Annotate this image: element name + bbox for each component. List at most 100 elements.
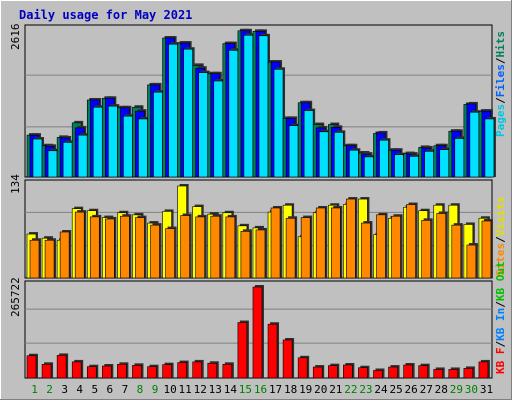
panel-2-bar-kb-f-day-14 [222,364,233,379]
panel-2-bar-kb-f-day-24 [373,370,383,379]
panel-1-bar-sites-day-12 [195,216,206,279]
panel-1-bar-sites-day-16 [255,229,266,279]
day-label-15: 15 [239,383,252,396]
panel-1-bar-sites-day-10 [165,228,175,279]
day-label-5: 5 [91,383,98,396]
panel-0-ymax-label: 2616 [9,24,22,51]
panel-2-bar-kb-f-day-7 [117,364,127,379]
day-label-27: 27 [420,383,433,396]
panel-2-bar-kb-f-day-23 [358,367,368,379]
legend-kb-in: KB In [494,308,507,341]
panel-0-bar-pages-day-23 [364,156,374,178]
panel-1-bar-sites-day-18 [285,217,296,279]
panel-2-bar-kb-f-day-25 [388,366,398,379]
day-label-1: 1 [31,383,38,396]
day-label-20: 20 [314,383,327,396]
panel-0-bar-pages-day-19 [303,110,314,178]
day-label-10: 10 [163,383,176,396]
legend-separator: / [494,57,507,64]
day-label-8: 8 [137,383,144,396]
panel-1-bar-sites-day-6 [105,218,115,279]
panel-0-bar-pages-day-11 [183,48,193,178]
panel-1-bar-sites-day-30 [466,244,477,279]
panel-2-bar-kb-f-day-4 [71,361,82,379]
day-label-12: 12 [194,383,207,396]
panel-2-bar-kb-f-day-8 [132,365,142,379]
panel-1-bar-sites-day-29 [451,224,462,279]
panel-0-bar-pages-day-26 [409,156,419,178]
chart-title: Daily usage for May 2021 [19,8,192,22]
panel-1-bar-sites-day-14 [225,216,236,279]
day-label-9: 9 [152,383,159,396]
panel-1-bar-sites-day-9 [150,224,160,279]
panel-1-bar-sites-day-19 [300,217,311,279]
day-label-24: 24 [374,383,388,396]
legend-separator: / [494,236,507,243]
panel-1-bar-sites-day-31 [481,220,492,279]
day-label-18: 18 [284,383,297,396]
panel-2-bar-kb-f-day-20 [312,366,323,379]
panel-1-ymax-label: 134 [9,174,22,194]
panel-1-bar-sites-day-28 [436,213,447,279]
day-label-23: 23 [359,383,372,396]
legend-separator: / [494,301,507,308]
panel-0-bar-pages-day-25 [394,154,404,178]
legend-hits: Hits [494,31,507,58]
panel-2-bar-kb-f-day-16 [252,286,263,379]
panel-2-bar-kb-f-day-2 [41,364,52,379]
panel-2-bar-kb-f-day-10 [162,364,172,379]
legend-separator: / [494,341,507,348]
day-label-4: 4 [76,383,83,396]
panel-1-bar-sites-day-1 [29,239,40,279]
svg-text:KB F/KB In/KB Out: KB F/KB In/KB Out [494,261,507,374]
panel-1-bar-sites-day-13 [210,215,221,279]
day-label-19: 19 [299,383,312,396]
day-label-30: 30 [465,383,478,396]
panel-0-bar-pages-day-6 [108,105,118,178]
panel-0-bar-pages-day-13 [213,80,224,178]
panel-0-bar-pages-day-10 [168,43,178,178]
panel-0-bar-pages-day-4 [77,134,88,178]
panel-1-bar-sites-day-8 [135,217,145,279]
day-label-28: 28 [435,383,448,396]
day-label-16: 16 [254,383,267,396]
panel-2-bar-kb-f-day-21 [327,365,338,379]
legend-pages: Pages [494,104,507,137]
panel-2-bar-kb-f-day-29 [448,369,459,379]
kbytes-panel [24,280,493,379]
panel-1-bar-sites-day-25 [391,215,401,279]
day-label-25: 25 [389,383,402,396]
panel-2-ymax-label: 265722 [9,277,22,317]
panel-0-bar-pages-day-1 [32,138,43,178]
panel-0-bar-pages-day-8 [138,118,148,178]
panel-0-bar-pages-day-14 [228,50,239,178]
panel-2-bar-kb-f-day-31 [478,361,489,379]
svg-text:Sites/Visits: Sites/Visits [494,197,507,277]
panel-1-bar-sites-day-15 [240,231,251,279]
panel-0-bar-pages-day-21 [333,132,344,178]
panel-2-bar-kb-f-day-18 [282,339,293,379]
panel-0-bar-pages-day-15 [243,34,254,178]
panel-2-bar-kb-f-day-19 [297,357,308,379]
day-label-21: 21 [329,383,342,396]
visits-sites-panel [24,179,493,279]
panel-0-bar-pages-day-28 [439,149,450,178]
day-label-3: 3 [61,383,68,396]
panel-2-bar-kb-f-day-26 [403,364,413,379]
day-label-26: 26 [405,383,418,396]
panel-2-bar-kb-f-day-6 [102,365,112,379]
panel-0-bar-pages-day-18 [288,125,299,178]
panel-1-bar-sites-day-22 [346,198,356,279]
legend-files: Files [494,64,507,97]
panel-1-bar-sites-day-11 [180,215,190,279]
panel-2-bar-kb-f-day-9 [147,366,157,379]
panel-0-bar-pages-day-2 [47,150,58,178]
panel-2-bar-kb-f-day-22 [343,364,353,379]
panel-2-bar-kb-f-day-28 [433,369,444,379]
day-label-11: 11 [179,383,192,396]
day-label-13: 13 [209,383,222,396]
panel-1-bar-sites-day-7 [120,215,130,279]
panel-0-bar-pages-day-30 [469,111,480,178]
